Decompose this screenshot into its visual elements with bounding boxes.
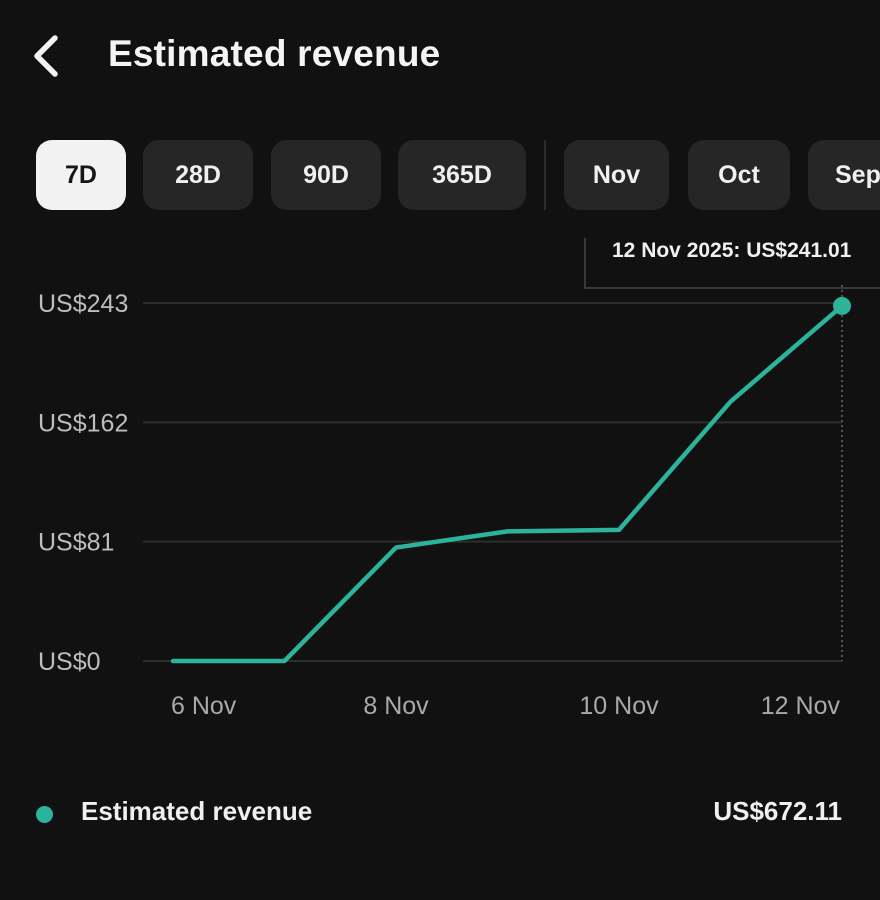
data-point[interactable] bbox=[279, 655, 291, 667]
legend: Estimated revenue US$672.11 bbox=[36, 790, 846, 838]
revenue-chart: US$0 US$81 US$162 US$243 6 Nov 8 Nov 10 Nov 12 … bbox=[0, 230, 880, 730]
page-title: Estimated revenue bbox=[108, 33, 441, 74]
y-tick-label: US$81 bbox=[38, 529, 114, 557]
y-tick-label: US$0 bbox=[38, 648, 101, 676]
data-point[interactable] bbox=[390, 542, 402, 554]
tooltip-box bbox=[584, 238, 880, 289]
legend-label: Estimated revenue bbox=[81, 796, 313, 826]
range-selector: 7D 28D 90D 365D Nov Oct Sep bbox=[0, 140, 880, 212]
range-chip-28d[interactable]: 28D bbox=[143, 140, 253, 210]
month-chip-nov[interactable]: Nov bbox=[564, 140, 669, 210]
x-tick-label: 8 Nov bbox=[363, 692, 429, 720]
x-tick-label: 6 Nov bbox=[171, 692, 237, 720]
x-tick-label: 10 Nov bbox=[579, 692, 659, 720]
range-chip-90d[interactable]: 90D bbox=[271, 140, 381, 210]
x-tick-label: 12 Nov bbox=[761, 692, 841, 720]
range-chip-365d[interactable]: 365D bbox=[398, 140, 526, 210]
line-chart: US$0 US$81 US$162 US$243 6 Nov 8 Nov 10 Nov 12 … bbox=[38, 238, 880, 720]
y-tick-label: US$243 bbox=[38, 290, 128, 318]
month-chip-sep[interactable]: Sep bbox=[808, 140, 880, 210]
data-point[interactable] bbox=[167, 655, 179, 667]
revenue-total: US$672.11 bbox=[713, 796, 842, 826]
tooltip-text: 12 Nov 2025: US$241.01 bbox=[612, 239, 852, 262]
back-button[interactable] bbox=[24, 30, 68, 82]
range-chip-7d[interactable]: 7D bbox=[36, 140, 126, 210]
data-point[interactable] bbox=[725, 396, 737, 408]
data-point[interactable] bbox=[613, 524, 625, 536]
chevron-left-icon bbox=[34, 35, 58, 77]
month-chip-oct[interactable]: Oct bbox=[688, 140, 790, 210]
chip-divider bbox=[544, 140, 546, 210]
y-tick-label: US$162 bbox=[38, 409, 128, 437]
selected-data-point[interactable] bbox=[833, 296, 851, 315]
revenue-line bbox=[170, 303, 845, 664]
data-point[interactable] bbox=[502, 525, 514, 537]
legend-dot-icon bbox=[36, 806, 53, 823]
